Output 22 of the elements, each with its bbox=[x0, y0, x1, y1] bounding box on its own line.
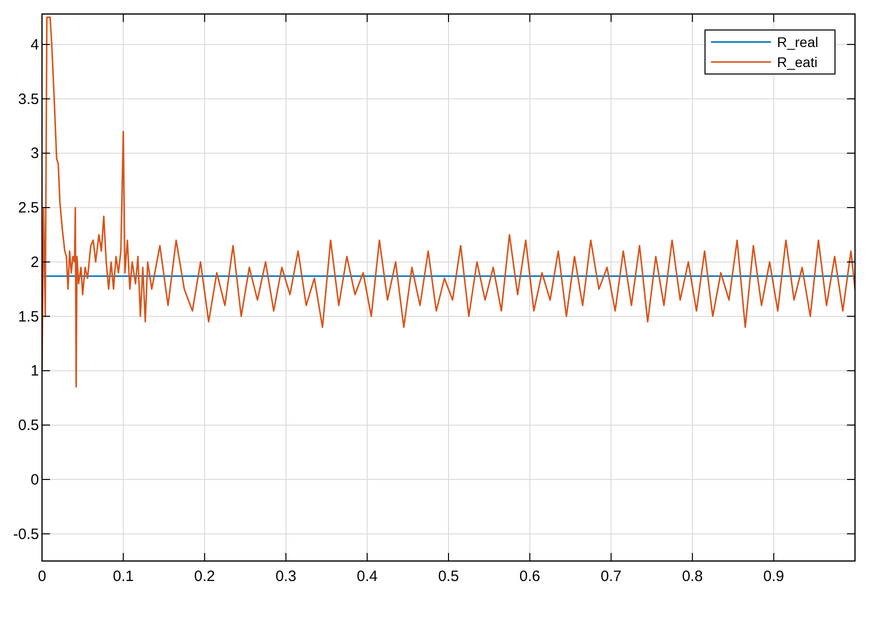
y-tick-label: 2 bbox=[30, 254, 39, 271]
legend-label: R_eati bbox=[777, 54, 818, 70]
x-tick-label: 0.1 bbox=[112, 568, 134, 585]
x-tick-label: 0.7 bbox=[600, 568, 622, 585]
y-tick-label: 3.5 bbox=[18, 90, 39, 108]
x-tick-label: 0.8 bbox=[682, 568, 703, 585]
x-tick-label: 0.3 bbox=[275, 568, 296, 585]
y-tick-label: 1 bbox=[30, 362, 39, 380]
x-tick-label: 0.5 bbox=[438, 568, 459, 585]
x-tick-label: 0.2 bbox=[194, 568, 216, 585]
y-tick-label: 1.5 bbox=[18, 308, 39, 326]
x-tick-label: 0.4 bbox=[356, 568, 378, 585]
y-tick-label: 0 bbox=[30, 471, 39, 488]
y-tick-label: 4 bbox=[30, 36, 39, 54]
line-series bbox=[42, 16, 855, 388]
y-tick-label: 3 bbox=[30, 145, 39, 162]
x-tick-label: 0.9 bbox=[763, 568, 784, 585]
x-tick-label: 0.6 bbox=[519, 568, 540, 585]
y-tick-label: 2.5 bbox=[18, 200, 39, 217]
y-tick-label: -0.5 bbox=[13, 526, 39, 543]
y-tick-label: 0.5 bbox=[18, 417, 39, 434]
legend-label: R_real bbox=[777, 34, 818, 50]
